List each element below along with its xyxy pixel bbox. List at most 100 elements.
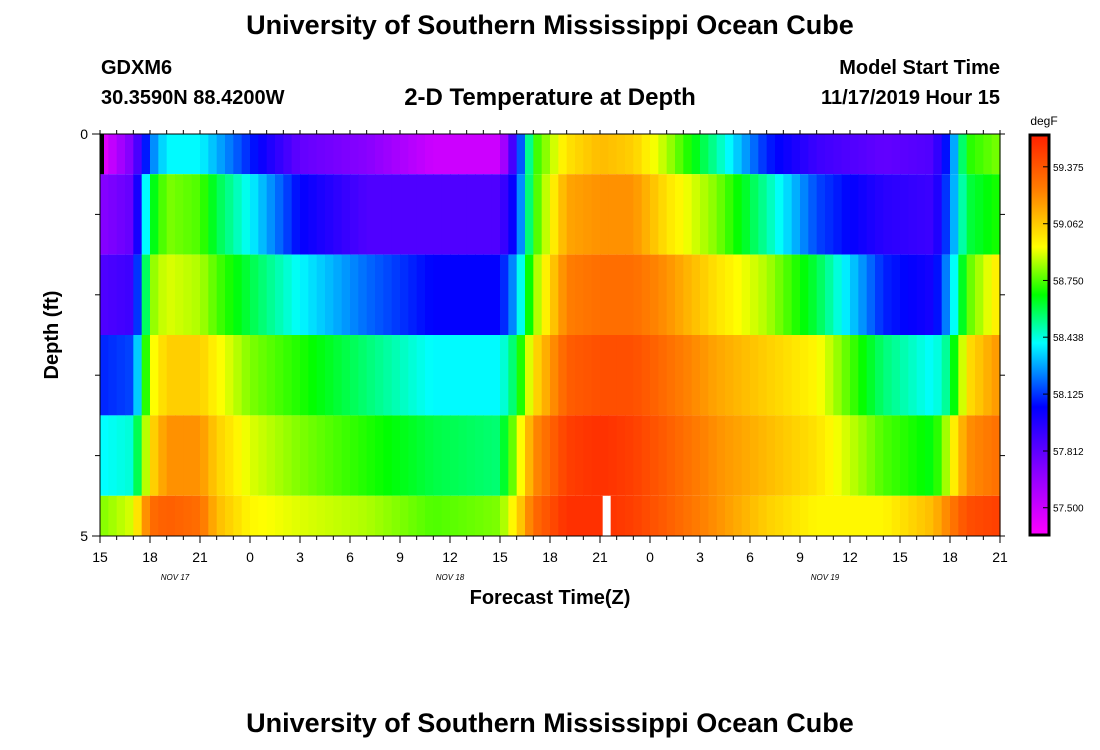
- heatmap-cell: [533, 174, 543, 255]
- heatmap-cells: [100, 134, 1001, 536]
- heatmap-cell: [450, 254, 459, 335]
- heatmap-cell: [866, 415, 876, 496]
- heatmap-cell: [866, 134, 876, 175]
- heatmap-cell: [900, 335, 909, 416]
- heatmap-cell: [125, 335, 134, 416]
- heatmap-cell: [391, 415, 401, 496]
- heatmap-cell: [275, 415, 284, 496]
- heatmap-cell: [883, 254, 893, 335]
- heatmap-cell: [175, 335, 184, 416]
- heatmap-cell: [183, 415, 193, 496]
- heatmap-cell: [558, 174, 568, 255]
- heatmap-cell: [458, 174, 468, 255]
- heatmap-cell: [416, 415, 426, 496]
- heatmap-cell: [100, 254, 109, 335]
- heatmap-cell: [616, 335, 626, 416]
- heatmap-cell: [266, 134, 276, 175]
- y-axis-label: Depth (ft): [41, 291, 63, 380]
- heatmap-cell: [358, 134, 368, 175]
- heatmap-cell: [100, 335, 109, 416]
- x-tick-label: 21: [192, 549, 208, 565]
- colorbar-tick-label: 59.375: [1053, 163, 1084, 174]
- heatmap-cell: [425, 335, 434, 416]
- heatmap-cell: [508, 254, 518, 335]
- heatmap-cell: [375, 254, 384, 335]
- heatmap-cell: [608, 415, 618, 496]
- heatmap-cell: [716, 254, 726, 335]
- heatmap-cell: [908, 415, 918, 496]
- heatmap-cell: [391, 254, 401, 335]
- heatmap-cell: [883, 495, 893, 536]
- heatmap-cell: [350, 254, 359, 335]
- heatmap-cell: [308, 254, 318, 335]
- heatmap-cell: [683, 134, 693, 175]
- heatmap-cell: [241, 335, 251, 416]
- heatmap-cell: [125, 495, 134, 536]
- heatmap-cell: [600, 174, 609, 255]
- heatmap-cell: [433, 415, 443, 496]
- heatmap-cell: [158, 254, 168, 335]
- heatmap-cell: [766, 495, 776, 536]
- heatmap-cell: [558, 335, 568, 416]
- heatmap-cell: [141, 174, 151, 255]
- heatmap-cell: [650, 495, 659, 536]
- heatmap-cell: [475, 415, 484, 496]
- heatmap-cell: [241, 254, 251, 335]
- heatmap-cell: [133, 174, 143, 255]
- heatmap-cell: [833, 254, 843, 335]
- heatmap-cell: [608, 174, 618, 255]
- heatmap-cell: [983, 174, 993, 255]
- heatmap-cell: [958, 415, 968, 496]
- heatmap-cell: [416, 254, 426, 335]
- heatmap-cell: [258, 415, 268, 496]
- heatmap-cell: [766, 335, 776, 416]
- heatmap-cell: [708, 495, 718, 536]
- heatmap-cell: [183, 174, 193, 255]
- heatmap-cell: [516, 174, 526, 255]
- heatmap-cell: [375, 415, 384, 496]
- heatmap-cell: [108, 134, 118, 175]
- heatmap-cell: [158, 495, 168, 536]
- heatmap-cell: [766, 415, 776, 496]
- heatmap-cell: [125, 134, 134, 175]
- heatmap-cell: [333, 415, 343, 496]
- heatmap-cell: [291, 415, 301, 496]
- heatmap-cell: [750, 335, 759, 416]
- heatmap-cell: [516, 134, 526, 175]
- heatmap-cell: [691, 134, 701, 175]
- heatmap-cell: [658, 174, 668, 255]
- heatmap-cell: [708, 134, 718, 175]
- heatmap-cell: [266, 174, 276, 255]
- heatmap-cell: [908, 254, 918, 335]
- heatmap-cell: [641, 495, 651, 536]
- heatmap-cell: [975, 335, 984, 416]
- heatmap-cell: [441, 415, 451, 496]
- heatmap-cell: [191, 174, 201, 255]
- x-tick-label: 18: [942, 549, 958, 565]
- date-label: NOV 17: [161, 573, 190, 582]
- colorbar-unit: degF: [1030, 114, 1057, 128]
- heatmap-cell: [450, 174, 459, 255]
- heatmap-cell: [116, 174, 126, 255]
- heatmap-cell: [200, 174, 209, 255]
- heatmap-cell: [591, 495, 601, 536]
- heatmap-cell: [341, 174, 351, 255]
- heatmap-cell: [200, 415, 209, 496]
- heatmap-cell: [700, 174, 709, 255]
- heatmap-cell: [408, 335, 418, 416]
- heatmap-cell: [541, 495, 551, 536]
- heatmap-cell: [225, 415, 234, 496]
- heatmap-cell: [125, 254, 134, 335]
- heatmap-cell: [500, 415, 509, 496]
- heatmap-cell: [500, 254, 509, 335]
- heatmap-cell: [708, 415, 718, 496]
- heatmap-cell: [800, 134, 809, 175]
- heatmap-cell: [858, 495, 868, 536]
- heatmap-cell: [733, 254, 743, 335]
- heatmap-cell: [741, 495, 751, 536]
- heatmap-cell: [875, 495, 884, 536]
- heatmap-cell: [216, 134, 226, 175]
- heatmap-cell: [500, 495, 509, 536]
- heatmap-cell: [933, 415, 943, 496]
